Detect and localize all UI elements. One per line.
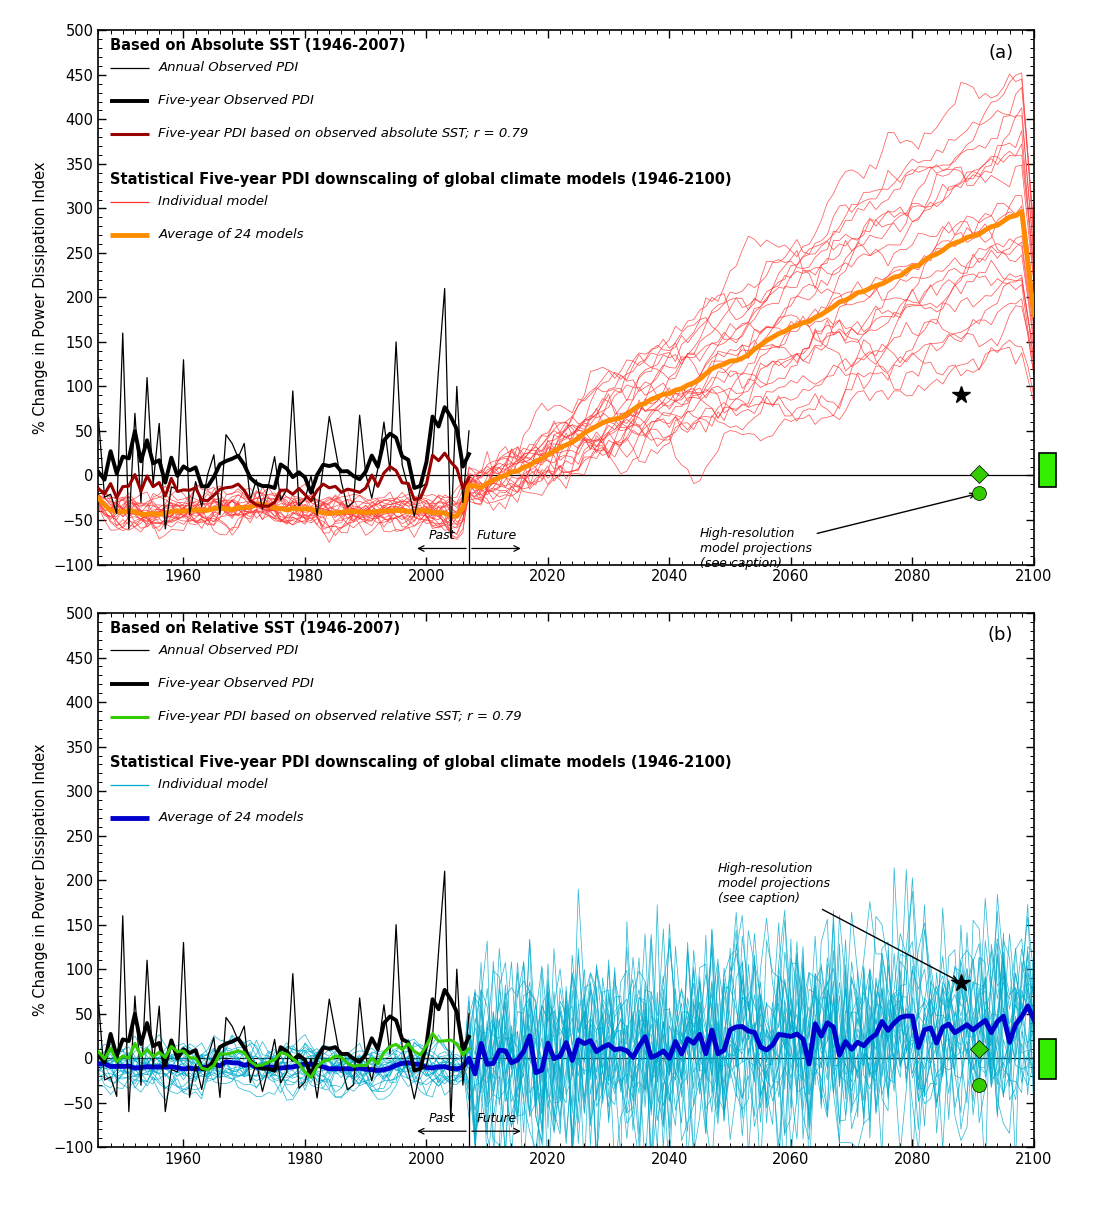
Text: Annual Observed PDI: Annual Observed PDI <box>159 61 299 74</box>
Text: Individual model: Individual model <box>159 778 268 792</box>
Text: Average of 24 models: Average of 24 models <box>159 811 304 824</box>
Text: Future: Future <box>476 529 516 543</box>
Text: Average of 24 models: Average of 24 models <box>159 228 304 242</box>
Text: (a): (a) <box>988 44 1013 62</box>
Text: Five-year PDI based on observed relative SST; r = 0.79: Five-year PDI based on observed relative… <box>159 710 522 724</box>
Y-axis label: % Change in Power Dissipation Index: % Change in Power Dissipation Index <box>33 161 48 433</box>
Text: Five-year PDI based on observed absolute SST; r = 0.79: Five-year PDI based on observed absolute… <box>159 127 528 141</box>
Text: Individual model: Individual model <box>159 195 268 209</box>
Text: High-resolution
model projections
(see caption): High-resolution model projections (see c… <box>718 862 957 981</box>
Text: High-resolution
model projections
(see caption): High-resolution model projections (see c… <box>700 493 975 571</box>
Bar <box>1039 1039 1056 1079</box>
Text: Five-year Observed PDI: Five-year Observed PDI <box>159 95 314 107</box>
Text: Based on Relative SST (1946-2007): Based on Relative SST (1946-2007) <box>109 622 399 636</box>
Text: Past: Past <box>429 529 455 543</box>
Text: (b): (b) <box>988 626 1013 645</box>
Text: Based on Absolute SST (1946-2007): Based on Absolute SST (1946-2007) <box>109 39 405 53</box>
Text: Statistical Five-year PDI downscaling of global climate models (1946-2100): Statistical Five-year PDI downscaling of… <box>109 755 731 770</box>
Text: Past: Past <box>429 1112 455 1125</box>
Text: Future: Future <box>476 1112 516 1125</box>
Text: Five-year Observed PDI: Five-year Observed PDI <box>159 677 314 690</box>
Text: Statistical Five-year PDI downscaling of global climate models (1946-2100): Statistical Five-year PDI downscaling of… <box>109 172 731 187</box>
Y-axis label: % Change in Power Dissipation Index: % Change in Power Dissipation Index <box>33 744 48 1016</box>
Bar <box>1039 453 1056 487</box>
Text: Annual Observed PDI: Annual Observed PDI <box>159 643 299 657</box>
